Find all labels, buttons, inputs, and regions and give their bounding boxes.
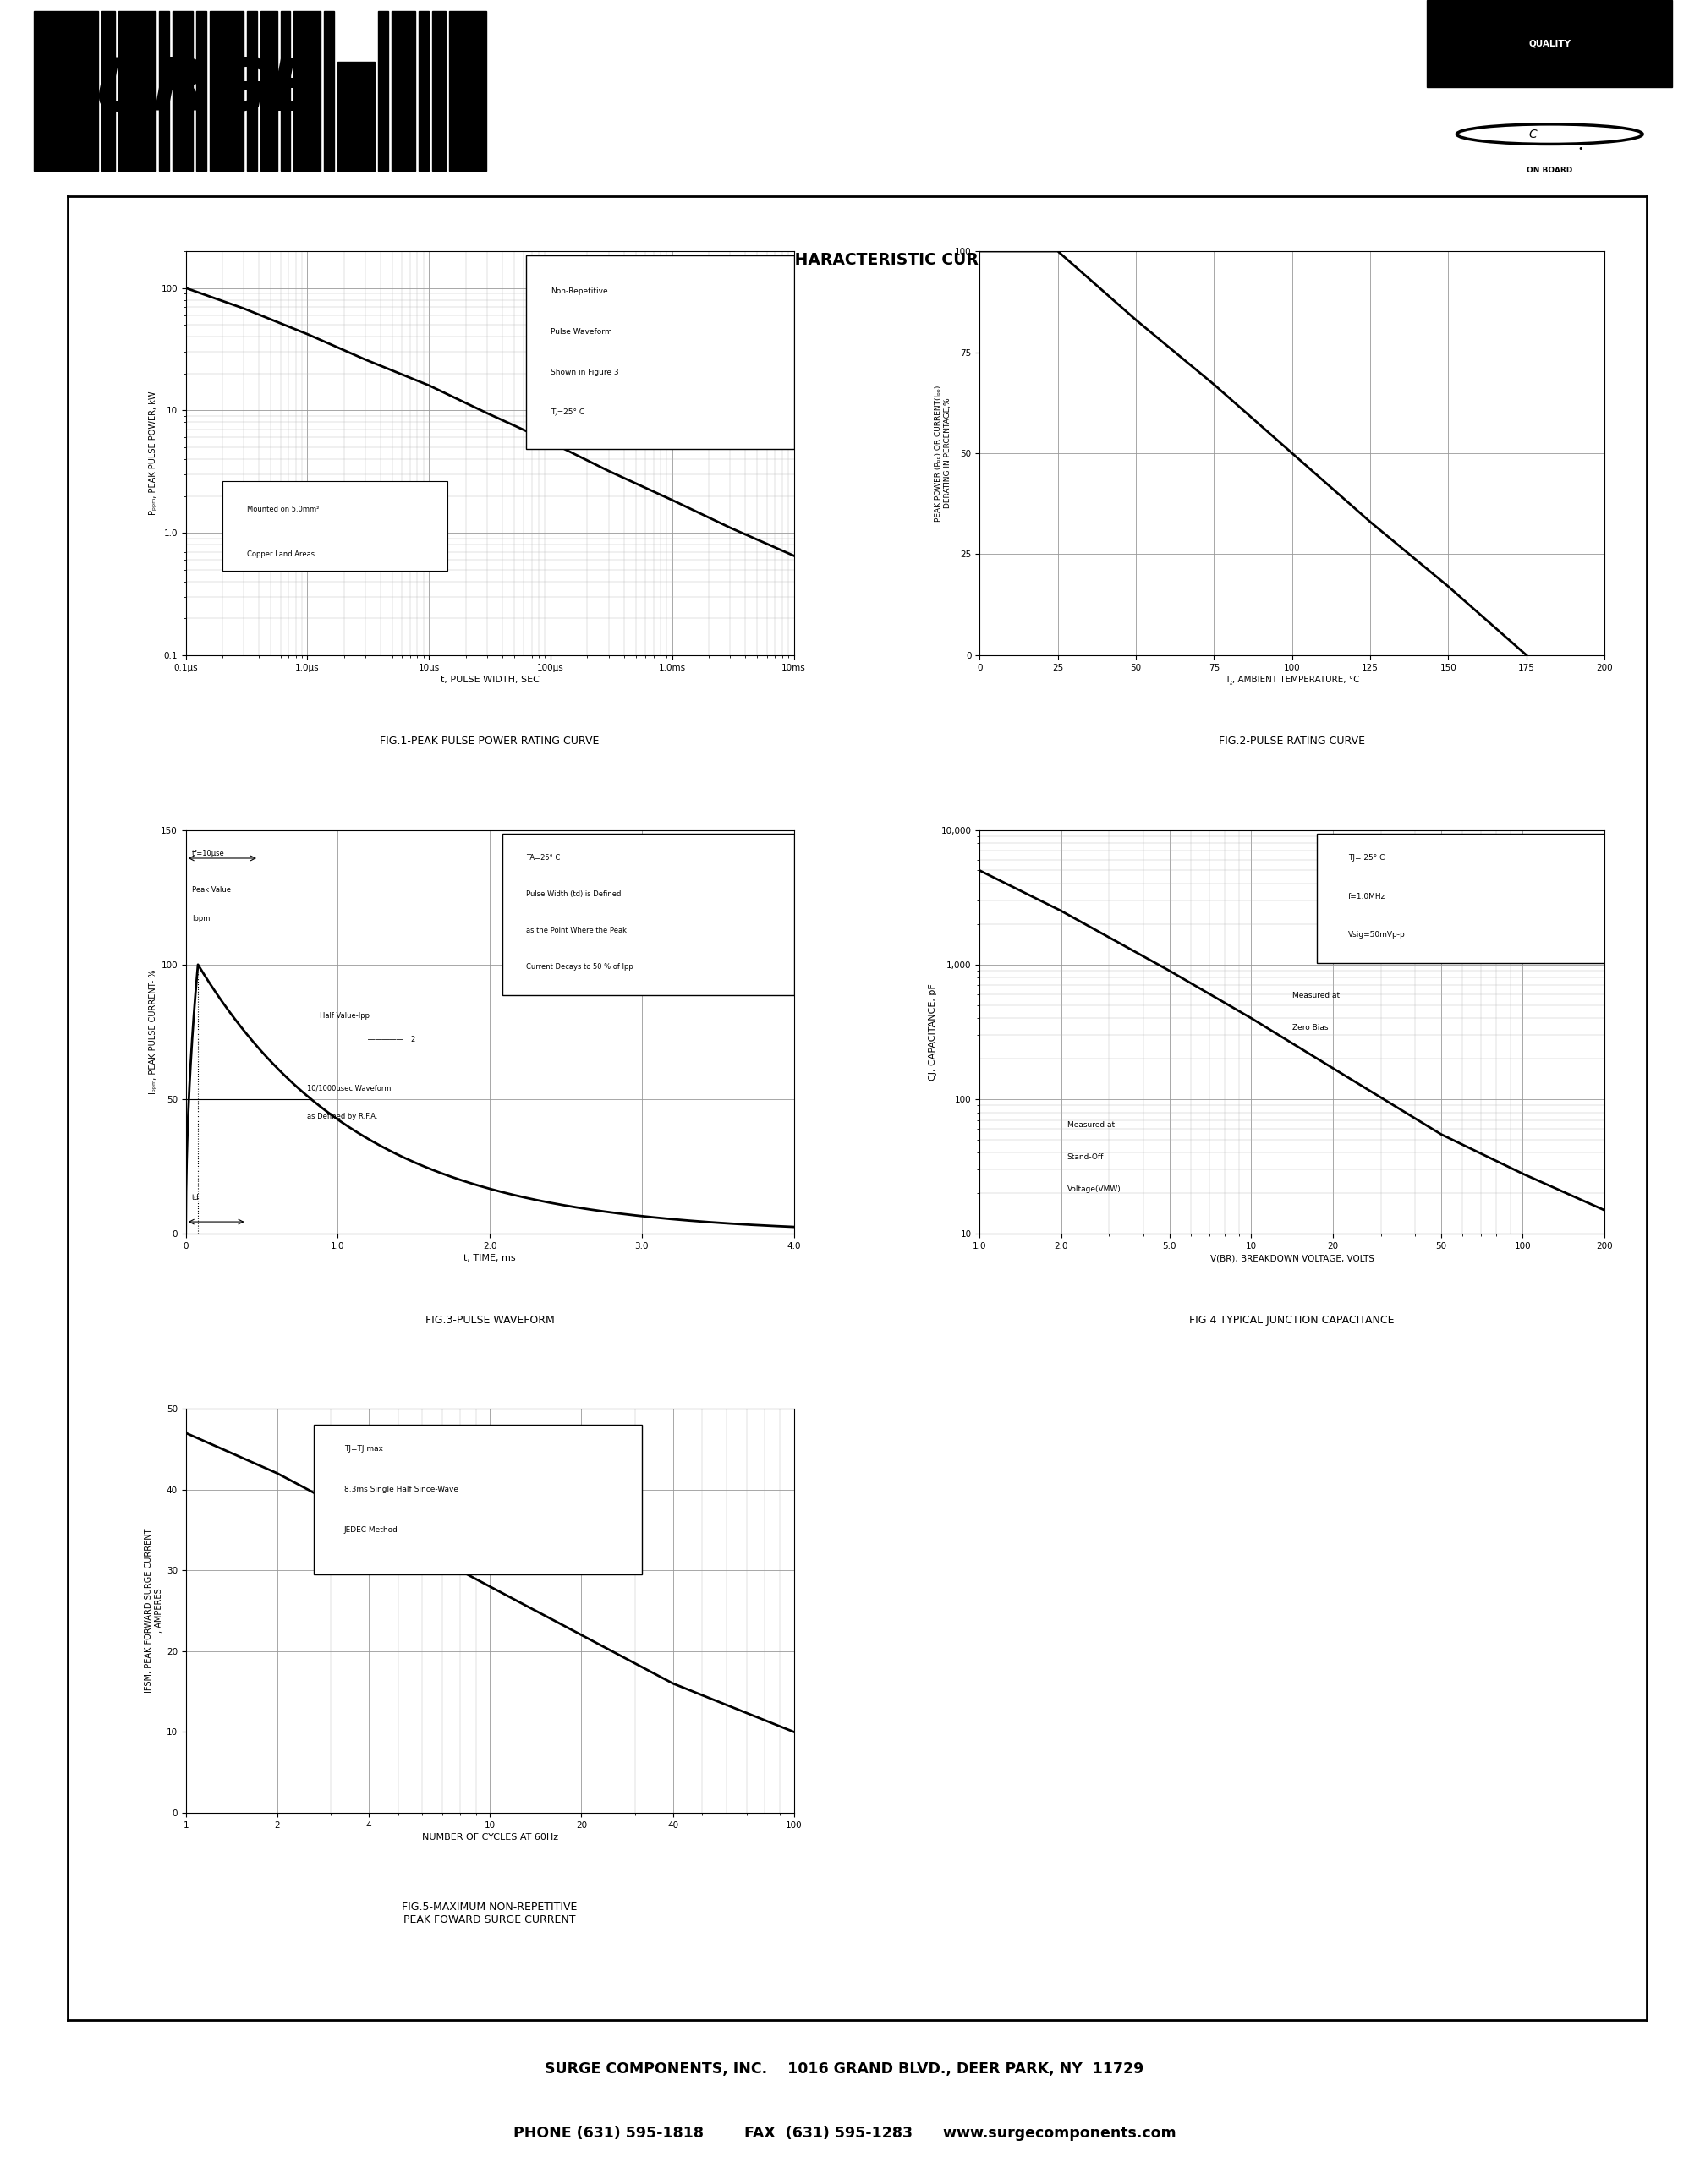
Text: Current Decays to 50 % of Ipp: Current Decays to 50 % of Ipp <box>527 963 633 972</box>
Text: 8.3ms Single Half Since-Wave: 8.3ms Single Half Since-Wave <box>345 1485 458 1494</box>
Bar <box>294 11 321 170</box>
Bar <box>172 11 193 170</box>
FancyBboxPatch shape <box>527 256 794 450</box>
Text: Vsig=50mVp-p: Vsig=50mVp-p <box>1348 930 1405 939</box>
Y-axis label: Pₚₚₘ, PEAK PULSE POWER, kW: Pₚₚₘ, PEAK PULSE POWER, kW <box>149 391 157 515</box>
Text: QUALITY: QUALITY <box>1529 39 1571 48</box>
Text: FIG.5-MAXIMUM NON-REPETITIVE
PEAK FOWARD SURGE CURRENT: FIG.5-MAXIMUM NON-REPETITIVE PEAK FOWARD… <box>402 1902 578 1926</box>
Text: MAXIMUM RATINGS AND CHARACTERISTIC CURVES P4SMAJ SERIES: MAXIMUM RATINGS AND CHARACTERISTIC CURVE… <box>559 253 1155 269</box>
Text: TJ= 25° C: TJ= 25° C <box>1348 854 1385 863</box>
Text: tf=10μse: tf=10μse <box>193 850 225 858</box>
Text: Pulse Width (td) is Defined: Pulse Width (td) is Defined <box>527 891 622 898</box>
Text: T⁁=25° C: T⁁=25° C <box>551 408 584 417</box>
Text: Zero Bias: Zero Bias <box>1292 1024 1328 1031</box>
Bar <box>378 11 388 170</box>
Bar <box>449 11 486 170</box>
Y-axis label: IFSM, PEAK FORWARD SURGE CURRENT
, AMPERES: IFSM, PEAK FORWARD SURGE CURRENT , AMPER… <box>145 1529 162 1693</box>
Y-axis label: PEAK POWER (Pₚₚ) OR CURRENT(Iₚₚ)
DERATING IN PERCENTAGE,%: PEAK POWER (Pₚₚ) OR CURRENT(Iₚₚ) DERATIN… <box>936 384 951 522</box>
Bar <box>247 11 257 170</box>
Text: ―――――: ――――― <box>368 1035 404 1044</box>
Text: TJ=TJ max: TJ=TJ max <box>345 1446 383 1452</box>
Text: Mounted on 5.0mm²: Mounted on 5.0mm² <box>247 507 319 513</box>
Text: SURGE COMPONENTS, INC.    1016 GRAND BLVD., DEER PARK, NY  11729: SURGE COMPONENTS, INC. 1016 GRAND BLVD.,… <box>546 2062 1143 2077</box>
Bar <box>324 11 334 170</box>
Text: Voltage(VMW): Voltage(VMW) <box>1067 1186 1121 1192</box>
Text: SURGE: SURGE <box>42 55 319 127</box>
Text: Peak Value: Peak Value <box>193 887 231 893</box>
X-axis label: T⁁, AMBIENT TEMPERATURE, °C: T⁁, AMBIENT TEMPERATURE, °C <box>1225 675 1360 686</box>
Text: FIG.3-PULSE WAVEFORM: FIG.3-PULSE WAVEFORM <box>426 1315 554 1326</box>
X-axis label: NUMBER OF CYCLES AT 60Hz: NUMBER OF CYCLES AT 60Hz <box>422 1832 557 1841</box>
Text: 2: 2 <box>410 1035 415 1044</box>
Text: FIG.1-PEAK PULSE POWER RATING CURVE: FIG.1-PEAK PULSE POWER RATING CURVE <box>380 736 600 747</box>
Text: as Defined by R.F.A.: as Defined by R.F.A. <box>307 1112 378 1120</box>
Text: Pulse Waveform: Pulse Waveform <box>551 328 611 336</box>
Text: ON BOARD: ON BOARD <box>1527 166 1572 175</box>
Text: Half Value-Ipp: Half Value-Ipp <box>319 1011 370 1020</box>
Bar <box>159 11 169 170</box>
Bar <box>260 11 277 170</box>
Bar <box>118 11 155 170</box>
Bar <box>34 11 98 170</box>
X-axis label: t⁤, PULSE WIDTH, SEC: t⁤, PULSE WIDTH, SEC <box>441 675 539 684</box>
Text: FIG 4 TYPICAL JUNCTION CAPACITANCE: FIG 4 TYPICAL JUNCTION CAPACITANCE <box>1189 1315 1395 1326</box>
Text: PHONE (631) 595-1818        FAX  (631) 595-1283      www.surgecomponents.com: PHONE (631) 595-1818 FAX (631) 595-1283 … <box>513 2125 1176 2140</box>
Text: FIG.2-PULSE RATING CURVE: FIG.2-PULSE RATING CURVE <box>1219 736 1365 747</box>
Text: •: • <box>1578 144 1583 153</box>
Text: Measured at: Measured at <box>1292 992 1339 998</box>
Text: C: C <box>1529 129 1537 140</box>
Text: TA=25° C: TA=25° C <box>527 854 561 863</box>
Bar <box>392 11 415 170</box>
Text: Copper Land Areas: Copper Land Areas <box>247 550 314 557</box>
Bar <box>338 61 375 170</box>
Bar <box>209 11 243 170</box>
Bar <box>280 11 291 170</box>
Bar <box>101 11 115 170</box>
FancyBboxPatch shape <box>223 480 448 570</box>
Y-axis label: Iₚₚₘ, PEAK PULSE CURRENT- %: Iₚₚₘ, PEAK PULSE CURRENT- % <box>149 970 157 1094</box>
Text: Measured at: Measured at <box>1067 1120 1115 1129</box>
Text: f=1.0MHz: f=1.0MHz <box>1348 893 1387 900</box>
Text: as the Point Where the Peak: as the Point Where the Peak <box>527 926 627 935</box>
Text: JEDEC Method: JEDEC Method <box>345 1527 399 1533</box>
Text: 10/1000μsec Waveform: 10/1000μsec Waveform <box>307 1085 392 1092</box>
Text: Ippm: Ippm <box>193 915 209 922</box>
Bar <box>432 11 446 170</box>
Bar <box>1427 0 1672 87</box>
Text: Stand-Off: Stand-Off <box>1067 1153 1105 1160</box>
X-axis label: t, TIME, ms: t, TIME, ms <box>464 1254 515 1262</box>
FancyBboxPatch shape <box>502 834 794 996</box>
Text: Shown in Figure 3: Shown in Figure 3 <box>551 369 618 376</box>
FancyBboxPatch shape <box>314 1424 642 1575</box>
FancyBboxPatch shape <box>1317 834 1605 963</box>
X-axis label: V(BR), BREAKDOWN VOLTAGE, VOLTS: V(BR), BREAKDOWN VOLTAGE, VOLTS <box>1209 1254 1375 1262</box>
Text: td: td <box>193 1192 199 1201</box>
Bar <box>419 11 429 170</box>
Bar <box>196 11 206 170</box>
Text: Non-Repetitive: Non-Repetitive <box>551 288 608 295</box>
Y-axis label: CJ, CAPACITANCE, pF: CJ, CAPACITANCE, pF <box>929 983 937 1081</box>
